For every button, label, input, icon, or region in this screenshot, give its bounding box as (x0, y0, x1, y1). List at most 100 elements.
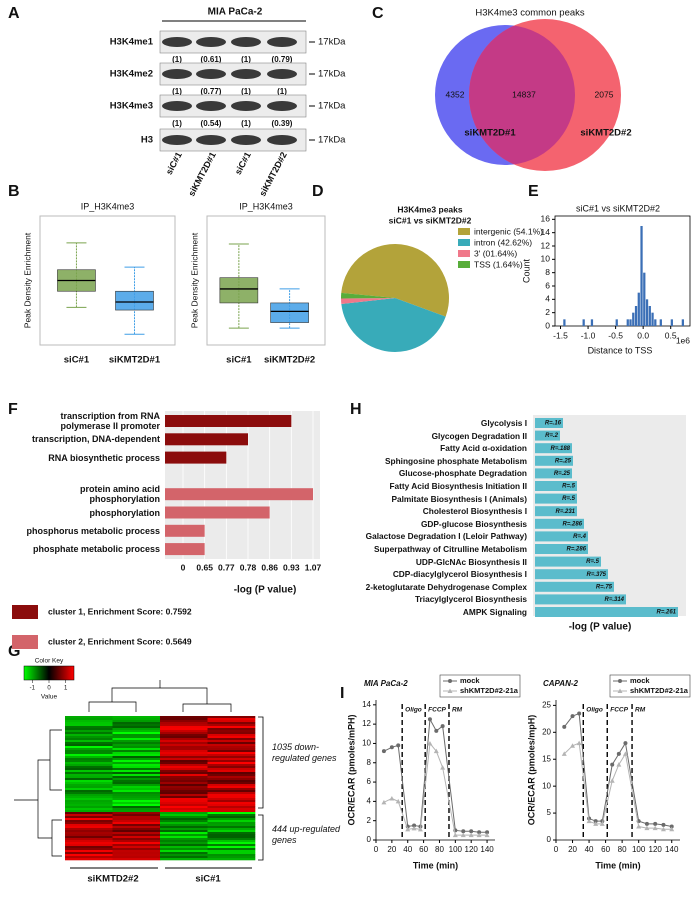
lane-label: siC#1 (164, 150, 184, 176)
heatmap-cell (207, 788, 256, 791)
heatmap-cell (65, 838, 113, 841)
heatmap-cell (207, 734, 256, 737)
plot-title: IP_H3K4me3 (239, 201, 293, 211)
category-label: phosphorylation (89, 507, 161, 518)
point (561, 751, 567, 756)
heatmap-cell (207, 756, 256, 759)
heatmap-cell (207, 722, 256, 725)
heatmap-cell (160, 744, 208, 747)
lane-label: siKMT2D#2 (257, 150, 289, 198)
heatmap-cell (112, 814, 161, 817)
color-key-bar (23, 665, 75, 681)
heatmap-cell (207, 718, 256, 721)
heatmap-cell (112, 780, 161, 783)
column-label: siKMTD2#2 (87, 874, 138, 885)
point (609, 778, 615, 783)
heatmap-cell (112, 794, 161, 797)
panel-letter: E (528, 183, 539, 200)
key-tick-label: 0 (47, 686, 51, 692)
band (267, 135, 297, 145)
plot-title: siC#1 vs siKMT2D#2 (576, 203, 660, 213)
heatmap-cell (65, 742, 113, 745)
heatmap-cell (207, 802, 256, 805)
box (219, 277, 259, 304)
heatmap-cell (207, 716, 256, 719)
venn-title: H3K4me3 common peaks (475, 8, 585, 19)
heatmap-cell (65, 828, 113, 831)
heatmap-cell (112, 830, 161, 833)
heatmap-cell (160, 794, 208, 797)
y-tick-label: 14 (541, 227, 551, 237)
heatmap-cell (207, 786, 256, 789)
heatmap-cell (207, 754, 256, 757)
point (477, 830, 482, 835)
heatmap-cell (65, 842, 113, 845)
heatmap-cell (112, 844, 161, 847)
heatmap-cell (160, 826, 208, 829)
heatmap-cell (160, 768, 208, 771)
hist-bar (632, 312, 635, 326)
plot-title: IP_H3K4me3 (81, 201, 135, 211)
heatmap-cell (160, 792, 208, 795)
point (610, 762, 615, 767)
x-tick-label: 0 (554, 845, 559, 854)
legend-label: intergenic (54.1%) (474, 226, 543, 236)
bar-annotation: R=.2 (545, 433, 559, 439)
bar (535, 468, 572, 479)
point (660, 826, 666, 832)
x-tick-label: 60 (601, 845, 610, 854)
heatmap-cell (65, 788, 113, 791)
point (669, 826, 675, 832)
heatmap-cell (65, 738, 113, 741)
hist-bar (648, 306, 651, 326)
heatmap-cell (207, 832, 256, 835)
bar (535, 594, 626, 605)
heatmap-cell (112, 856, 161, 859)
heatmap-cell (207, 818, 256, 821)
category-label: Palmitate Biosynthesis I (Animals) (391, 493, 527, 504)
heatmap-cell (207, 840, 256, 843)
point (593, 821, 599, 826)
heatmap-cell (160, 716, 208, 719)
heatmap-cell (112, 732, 161, 735)
heatmap-cell (160, 840, 208, 843)
heatmap-cell (65, 794, 113, 797)
heatmap-cell (160, 834, 208, 837)
bar (535, 531, 588, 542)
row-label: H3K4me2 (110, 69, 153, 80)
hist-bar (634, 306, 638, 326)
legend-label: TSS (1.64%) (474, 259, 523, 269)
heatmap-cell (112, 784, 161, 787)
heatmap-cell (65, 762, 113, 765)
heatmap-cell (112, 766, 161, 769)
heatmap-cell (112, 736, 161, 739)
heatmap-cell (112, 796, 161, 799)
legend-marker (618, 679, 622, 683)
heatmap-cell (65, 806, 113, 809)
heatmap-cell (207, 758, 256, 761)
heatmap-cell (65, 824, 113, 827)
point (644, 825, 650, 831)
heatmap-cell (65, 846, 113, 849)
x-tick-label: 20 (568, 845, 577, 854)
heatmap-cell (160, 726, 208, 729)
row-dendrogram (14, 729, 62, 857)
heatmap-cell (65, 768, 113, 771)
legend-label: shKMT2D#2-21a (460, 686, 519, 695)
bar-annotation: R=.286 (562, 521, 582, 527)
band (231, 135, 261, 145)
point (412, 823, 417, 828)
heatmap-cell (112, 778, 161, 781)
heatmap-cell (207, 824, 256, 827)
bar (165, 524, 205, 537)
legend-label: shKMT2D#2-21a (630, 686, 689, 695)
heatmap-cell (160, 746, 208, 749)
point (389, 795, 395, 801)
point (440, 724, 445, 729)
heatmap-cell (65, 780, 113, 783)
key-tick-label: 1 (64, 686, 68, 692)
quant-label: (1) (172, 87, 182, 96)
heatmap-cell (65, 796, 113, 799)
legend-swatch (458, 250, 470, 257)
legend-label: mock (460, 676, 480, 685)
